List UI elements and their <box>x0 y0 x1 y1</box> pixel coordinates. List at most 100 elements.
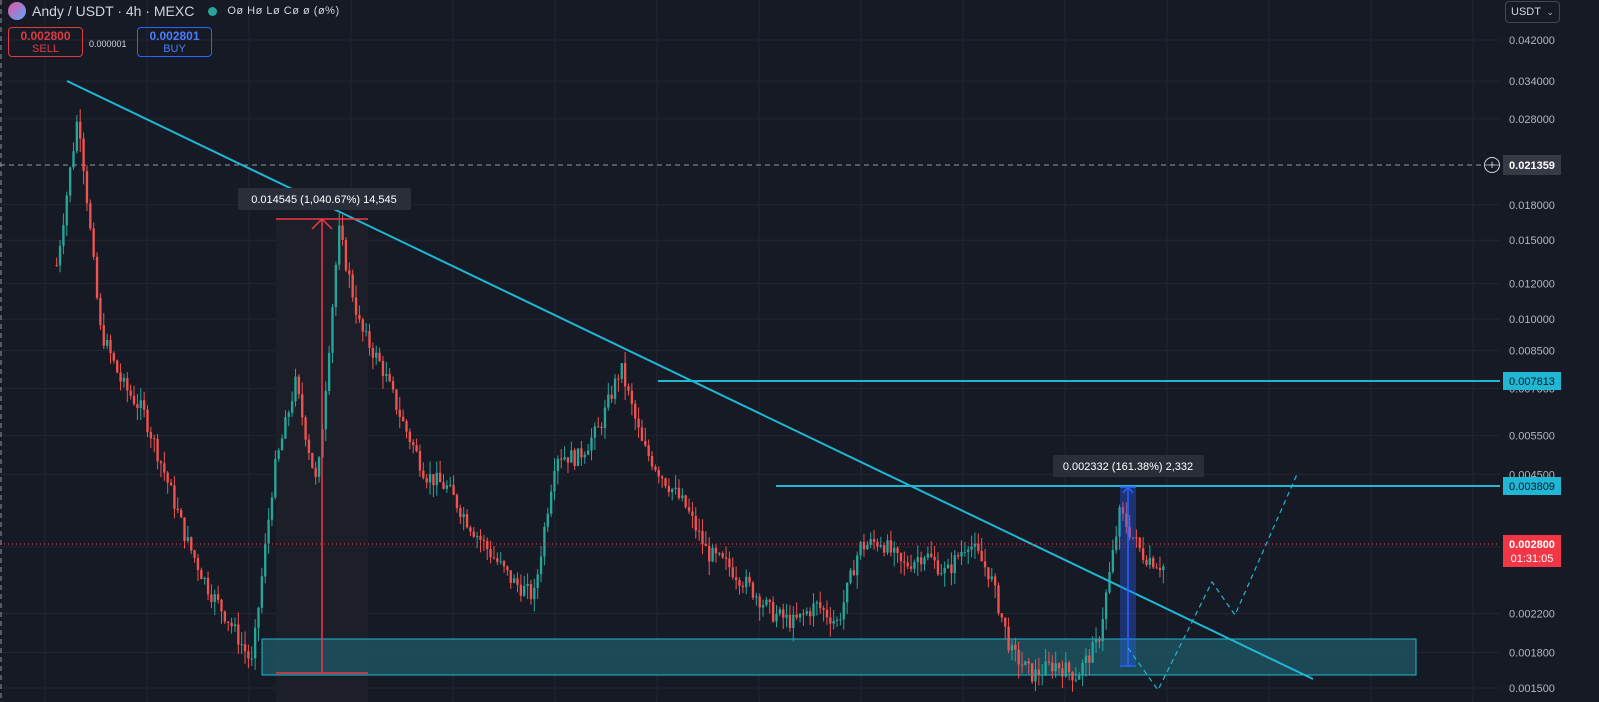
candle-body <box>200 569 203 580</box>
candle-body <box>533 587 536 600</box>
candle-body <box>1007 626 1010 651</box>
candle-body <box>549 491 553 514</box>
candle-body <box>385 374 388 376</box>
countdown-text: 01:31:05 <box>1511 553 1554 565</box>
candle-body <box>983 561 987 568</box>
candle-body <box>475 536 479 538</box>
candle-body <box>1121 507 1125 514</box>
candle-body <box>486 540 489 550</box>
candle-body <box>1061 668 1064 677</box>
candle-body <box>1024 661 1027 666</box>
buy-button[interactable]: 0.002801 BUY <box>137 27 212 57</box>
candle-body <box>896 547 899 554</box>
candle-body <box>681 495 684 499</box>
price-axis: 0.042000 0.034000 0.028000 0.018000 0.015000… <box>1509 35 1555 695</box>
candle-body <box>149 432 153 439</box>
candle-body <box>519 584 523 596</box>
candle-body <box>694 515 697 531</box>
candle-body <box>573 450 576 466</box>
candle-body <box>216 594 220 600</box>
candle-body <box>634 403 637 419</box>
candle-body <box>771 602 775 622</box>
candle-body <box>227 621 230 623</box>
candle-body <box>179 510 183 518</box>
candle-body <box>381 360 385 376</box>
candle-body <box>186 537 190 541</box>
symbol-title[interactable]: Andy / USDT · 4h · MEXC <box>32 3 195 19</box>
candle-body <box>1094 639 1098 643</box>
candle-body <box>237 624 240 645</box>
candle-body <box>1047 661 1051 663</box>
candle-body <box>240 644 243 646</box>
candle-body <box>566 457 570 463</box>
candle-body <box>58 245 62 266</box>
candle-body <box>919 557 923 565</box>
candle-body <box>859 542 862 556</box>
add-alert-icon[interactable]: + <box>1484 157 1500 173</box>
candle-body <box>348 270 351 275</box>
candle-body <box>940 573 943 575</box>
candle-body <box>667 486 671 493</box>
price-axis-tick-label: 0.008500 <box>1509 346 1555 358</box>
candle-body <box>351 274 354 298</box>
candle-body <box>338 225 341 265</box>
candle-body <box>142 400 146 410</box>
candle-body <box>563 457 566 460</box>
candle-body <box>721 553 724 558</box>
candle-body <box>412 442 415 446</box>
candle-body <box>657 470 660 477</box>
candle-body <box>105 339 109 346</box>
candle-body <box>1141 548 1145 560</box>
candle-body <box>502 561 506 567</box>
candle-body <box>704 544 708 546</box>
candle-body <box>751 582 755 598</box>
candle-body <box>993 576 997 586</box>
candle-body <box>354 297 358 315</box>
candle-body <box>956 555 960 557</box>
candle-body <box>963 551 967 553</box>
candle-body <box>203 577 206 580</box>
candle-body <box>422 470 425 479</box>
candle-body <box>980 551 983 562</box>
candle-body <box>1111 549 1115 572</box>
candle-body <box>738 580 741 586</box>
candle-body <box>1104 592 1108 620</box>
candle-body <box>210 594 213 602</box>
candle-body <box>1131 537 1135 539</box>
candle-body <box>923 557 926 565</box>
candle-body <box>1044 661 1047 675</box>
candle-body <box>899 553 903 562</box>
candle-body <box>623 363 627 387</box>
candle-body <box>455 494 459 509</box>
candle-body <box>597 426 600 428</box>
currency-selector[interactable]: USDT ⌄ <box>1505 1 1560 23</box>
candle-body <box>459 508 462 518</box>
candle-body <box>311 453 314 468</box>
candle-body <box>509 570 512 583</box>
candle-body <box>586 450 590 455</box>
candle-body <box>260 576 264 608</box>
candle-body <box>401 416 405 422</box>
candle-body <box>425 478 428 483</box>
candle-body <box>1098 639 1101 642</box>
candle-body <box>136 404 139 408</box>
candle-body <box>832 620 835 624</box>
candle-body <box>317 457 321 477</box>
candle-body <box>1088 655 1091 663</box>
candle-body <box>990 576 993 580</box>
candle-body <box>85 170 89 204</box>
candle-body <box>627 386 630 391</box>
measure-label-blue-text: 0.002332 (161.38%) 2,332 <box>1063 461 1193 473</box>
candle-body <box>146 409 149 433</box>
candle-body <box>849 570 852 583</box>
candle-body <box>600 426 603 429</box>
candle-body <box>1158 567 1162 571</box>
candle-body <box>889 540 893 553</box>
candle-body <box>845 582 849 603</box>
candle-body <box>691 511 694 516</box>
buy-label: BUY <box>163 43 186 55</box>
measure-tool-red <box>276 217 368 674</box>
candle-body <box>1037 669 1041 675</box>
sell-button[interactable]: 0.002800 SELL <box>8 27 83 57</box>
